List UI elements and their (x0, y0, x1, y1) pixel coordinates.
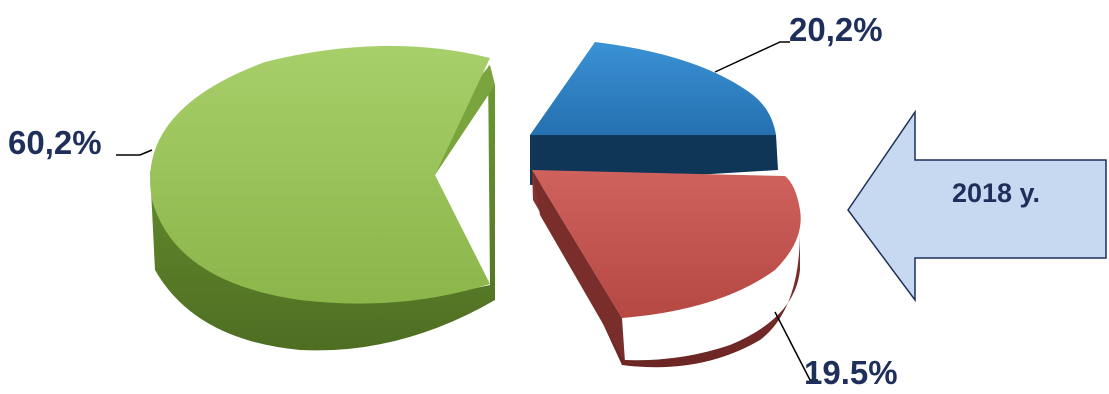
pie-slice-blue (530, 42, 778, 185)
pie-slice-red-wall (532, 170, 625, 362)
pie-slice-green (150, 45, 495, 351)
leader-line-green (116, 149, 153, 156)
pie-label-blue: 20,2% (789, 11, 883, 48)
pie-label-green: 60,2% (8, 124, 102, 161)
year-arrow-label: 2018 y. (951, 178, 1041, 208)
pie-slice-green-top (150, 45, 491, 304)
pie-label-red: 19.5% (804, 354, 898, 391)
year-arrow-shape (847, 109, 1107, 303)
pie-slice-red-top (532, 170, 801, 318)
leader-line-red (774, 311, 818, 381)
leader-line-blue (714, 41, 790, 73)
pie-slice-red (532, 170, 801, 368)
pie-slice-blue-top (530, 42, 776, 135)
